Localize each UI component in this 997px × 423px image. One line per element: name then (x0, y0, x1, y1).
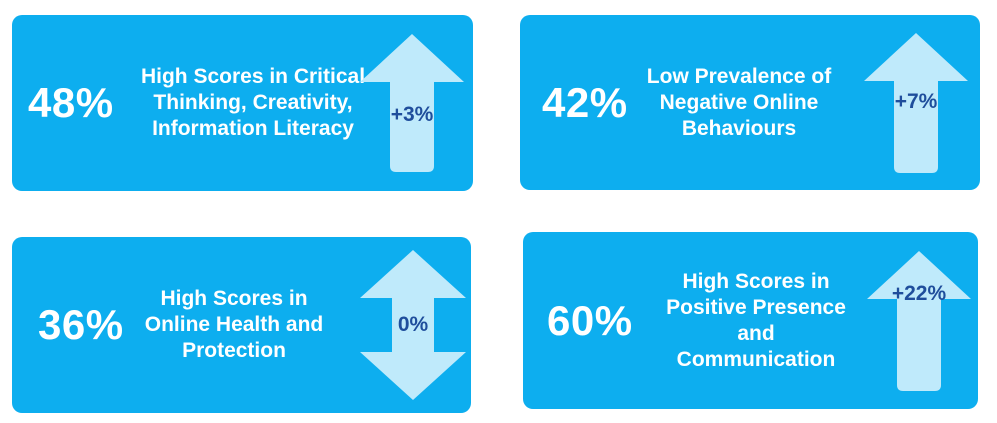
stat-percent: 42% (542, 78, 628, 126)
stat-description: High Scores in Online Health and Protect… (144, 287, 324, 362)
stat-description: High Scores in Positive Presence and Com… (666, 269, 846, 371)
stat-description: High Scores in Critical Thinking, Creati… (140, 65, 366, 140)
stat-percent: 60% (547, 296, 633, 344)
up-arrow-icon: +3% (360, 34, 464, 172)
stat-card-online-health: 36% High Scores in Online Health and Pro… (12, 237, 471, 413)
stat-card-positive-presence: 60% High Scores in Positive Presence and… (523, 232, 978, 409)
change-value: +22% (891, 281, 947, 305)
stat-percent: 36% (38, 301, 124, 348)
up-arrow-icon: +7% (864, 32, 968, 173)
change-value: +3% (390, 103, 434, 126)
change-value: 0% (397, 313, 429, 336)
stat-card-negative-behaviours: 42% Low Prevalence of Negative Online Be… (520, 15, 980, 190)
stat-card-critical-thinking: 48% High Scores in Critical Thinking, Cr… (12, 15, 473, 191)
up-arrow-icon: +22% (867, 250, 971, 391)
change-value: +7% (894, 89, 938, 113)
up-down-arrow-icon: 0% (360, 250, 466, 400)
stat-percent: 48% (28, 79, 114, 126)
stat-description: Low Prevalence of Negative Online Behavi… (646, 64, 832, 140)
